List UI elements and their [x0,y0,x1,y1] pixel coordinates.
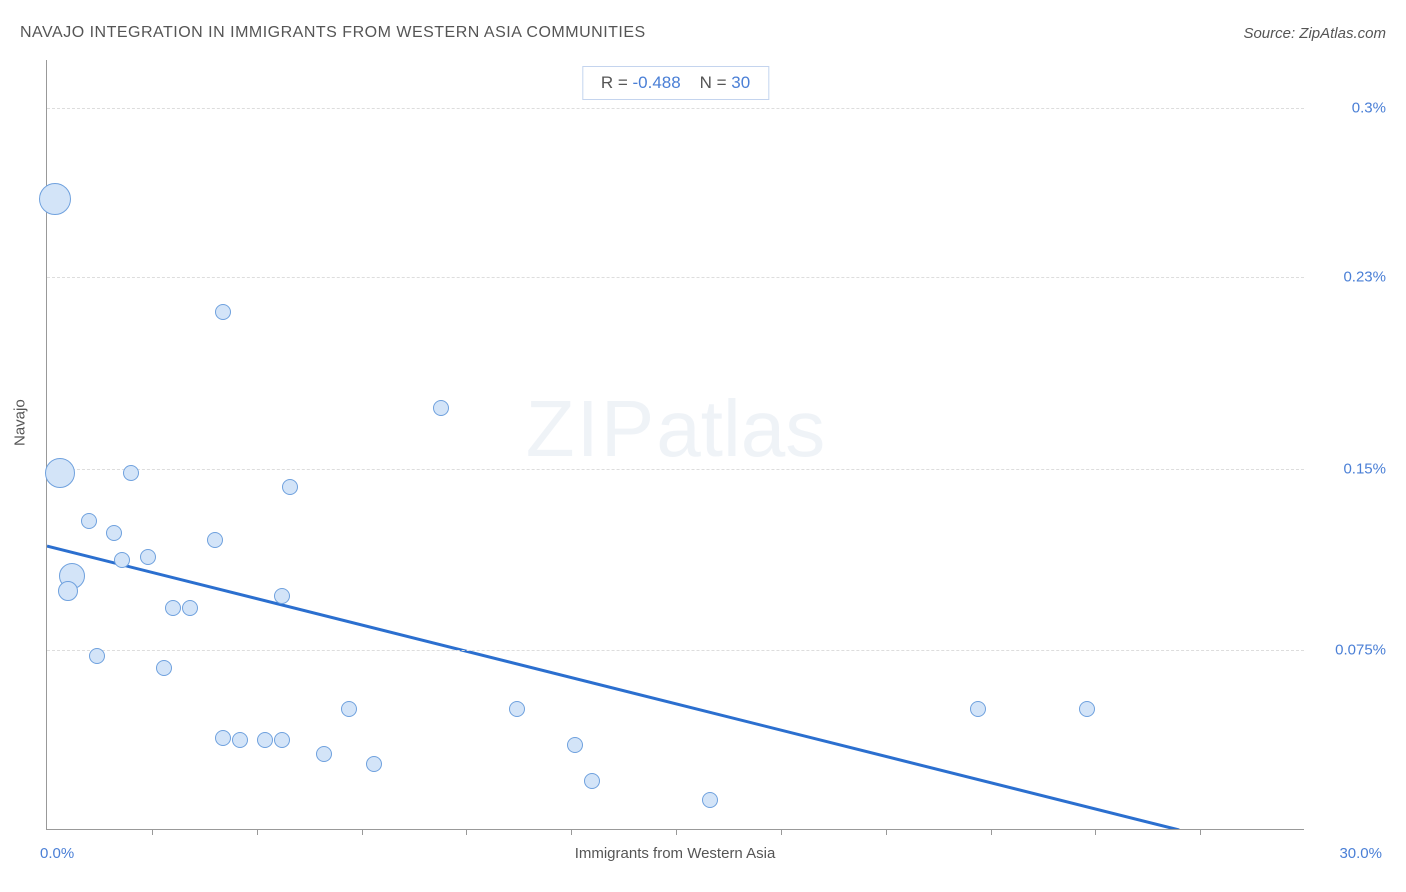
data-point [39,183,71,215]
data-point [316,746,332,762]
grid-line [47,277,1304,278]
trend-line-layer [47,60,1304,829]
data-point [509,701,525,717]
y-tick-label: 0.23% [1343,268,1386,285]
r-label: R = [601,73,628,92]
n-value: 30 [731,73,750,92]
chart-title: NAVAJO INTEGRATION IN IMMIGRANTS FROM WE… [20,24,646,42]
y-axis-title: Navajo [12,399,29,446]
grid-line [47,650,1304,651]
data-point [123,465,139,481]
data-point [114,552,130,568]
data-point [1079,701,1095,717]
x-tick [257,829,258,835]
data-point [567,737,583,753]
grid-line [47,108,1304,109]
data-point [45,458,75,488]
chart-plot-area: ZIPatlas R = -0.488 N = 30 [46,60,1304,830]
data-point [584,773,600,789]
data-point [232,732,248,748]
x-tick [1095,829,1096,835]
data-point [702,792,718,808]
data-point [182,600,198,616]
x-tick [886,829,887,835]
data-point [274,588,290,604]
watermark-zip: ZIP [526,384,656,473]
data-point [89,648,105,664]
x-tick [991,829,992,835]
data-point [156,660,172,676]
data-point [106,525,122,541]
data-point [366,756,382,772]
x-tick [1200,829,1201,835]
grid-line [47,469,1304,470]
data-point [970,701,986,717]
data-point [165,600,181,616]
trend-line [47,546,1179,829]
x-axis-title: Immigrants from Western Asia [575,845,776,862]
x-tick [152,829,153,835]
x-tick [362,829,363,835]
x-max-label: 30.0% [1339,845,1382,862]
data-point [215,730,231,746]
x-tick [676,829,677,835]
x-min-label: 0.0% [40,845,74,862]
data-point [81,513,97,529]
data-point [140,549,156,565]
y-tick-label: 0.3% [1352,100,1386,117]
data-point [341,701,357,717]
data-point [58,581,78,601]
r-value: -0.488 [632,73,680,92]
n-label: N = [700,73,727,92]
y-tick-label: 0.15% [1343,461,1386,478]
data-point [282,479,298,495]
stats-box: R = -0.488 N = 30 [582,66,769,100]
data-point [215,304,231,320]
data-point [274,732,290,748]
x-tick [571,829,572,835]
y-tick-label: 0.075% [1335,641,1386,658]
header: NAVAJO INTEGRATION IN IMMIGRANTS FROM WE… [20,24,1386,42]
data-point [433,400,449,416]
data-point [207,532,223,548]
x-tick [781,829,782,835]
x-tick [466,829,467,835]
data-point [257,732,273,748]
source-label: Source: ZipAtlas.com [1243,25,1386,42]
watermark-atlas: atlas [656,384,825,473]
watermark: ZIPatlas [526,383,825,475]
